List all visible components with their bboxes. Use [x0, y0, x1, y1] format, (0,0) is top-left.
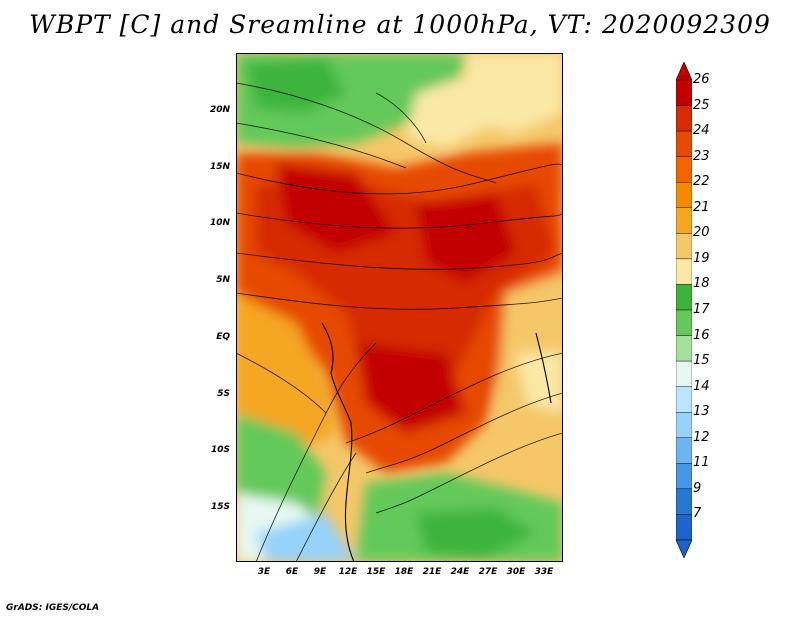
colorbar-tick-label: 15	[693, 353, 710, 369]
colorbar-tick-label: 16	[693, 327, 710, 343]
colorbar-swatch	[676, 233, 692, 260]
colorbar-tick-label: 19	[693, 250, 710, 266]
colorbar-tick-label: 12	[693, 429, 710, 445]
lat-label-15n: 15N	[209, 162, 230, 172]
lat-label-10n: 10N	[209, 218, 230, 228]
lon-label-18e: 18E	[394, 567, 414, 577]
colorbar-swatch	[676, 182, 692, 208]
lon-label-15e: 15E	[366, 567, 386, 577]
colorbar-swatch	[676, 514, 692, 541]
colorbar-swatch	[676, 488, 692, 515]
lon-label-3e: 3E	[257, 567, 271, 577]
lon-label-30e: 30E	[506, 567, 526, 577]
lon-label-33e: 33E	[534, 567, 554, 577]
colorbar-swatch	[676, 412, 692, 438]
lat-label-eq: EQ	[216, 332, 230, 342]
colorbar-tick-label: 14	[693, 378, 710, 394]
colorbar-swatch	[676, 79, 692, 106]
colorbar-tick-label: 22	[693, 174, 710, 190]
lon-label-24e: 24E	[450, 567, 470, 577]
colorbar-swatch	[676, 156, 692, 183]
colorbar-arrow-top	[676, 62, 692, 81]
colorbar-tick-label: 21	[693, 199, 710, 215]
lat-label-5s: 5S	[217, 389, 230, 399]
lat-label-15s: 15S	[210, 502, 230, 512]
colorbar-swatch	[676, 335, 692, 362]
lon-label-21e: 21E	[422, 567, 442, 577]
lon-label-6e: 6E	[285, 567, 299, 577]
lat-label-10s: 10S	[210, 445, 230, 455]
grads-credit: GrADS: IGES/COLA	[6, 603, 100, 613]
colorbar-tick-label: 18	[693, 276, 710, 292]
colorbar-tick-label: 7	[693, 506, 702, 522]
lat-label-20n: 20N	[209, 105, 230, 115]
colorbar	[676, 62, 692, 558]
colorbar-tick-label: 17	[693, 302, 710, 317]
lon-label-12e: 12E	[338, 567, 358, 577]
lon-label-9e: 9E	[313, 567, 327, 577]
colorbar-swatch	[676, 130, 692, 157]
lat-label-5n: 5N	[216, 275, 230, 285]
colorbar-tick-label: 9	[693, 480, 702, 496]
lon-label-27e: 27E	[478, 567, 498, 577]
colorbar-swatch	[676, 437, 692, 464]
colorbar-swatch	[676, 360, 692, 387]
colorbar-swatch	[676, 105, 692, 132]
colorbar-swatch	[676, 284, 692, 311]
colorbar-swatch	[676, 463, 692, 490]
colorbar-tick-label: 26	[693, 72, 710, 87]
colorbar-swatch	[676, 207, 692, 234]
colorbar-swatch	[676, 258, 692, 285]
colorbar-tick-label: 11	[693, 455, 710, 471]
map-plot	[236, 53, 563, 562]
colorbar-swatch	[676, 386, 692, 413]
colorbar-tick-label: 24	[693, 123, 710, 139]
colorbar-swatch	[676, 309, 692, 336]
colorbar-arrow-bottom	[676, 539, 692, 558]
colorbar-tick-label: 25	[693, 97, 710, 113]
colorbar-tick-label: 20	[693, 225, 710, 241]
colorbar-tick-label: 23	[693, 148, 710, 164]
colorbar-tick-label: 13	[693, 404, 710, 420]
map-title: WBPT [C] and Sreamline at 1000hPa, VT: 2…	[29, 10, 771, 39]
